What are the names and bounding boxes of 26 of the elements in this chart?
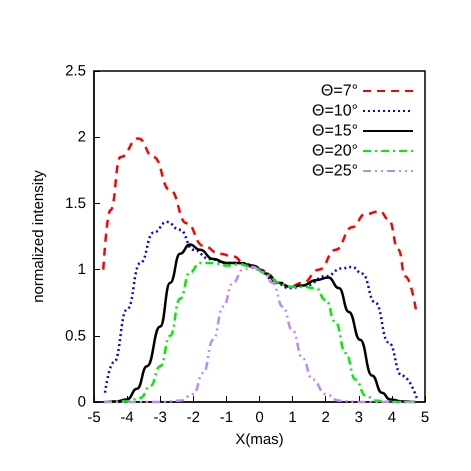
x-tick-label: 2 (322, 409, 330, 426)
y-tick-label: 1 (78, 261, 86, 278)
x-tick-label: -4 (120, 409, 134, 426)
x-tick-label: -1 (220, 409, 234, 426)
x-tick-label: 3 (354, 409, 363, 426)
line-series (102, 137, 418, 312)
x-tick-label: -3 (154, 409, 167, 426)
line-series (104, 220, 418, 400)
x-tick-label: -2 (186, 409, 200, 426)
x-tick-label: 1 (288, 409, 297, 426)
x-tick-label: -5 (87, 409, 101, 426)
x-axis-title: X(mas) (235, 431, 284, 448)
y-tick-label: 0.5 (65, 327, 86, 344)
x-tick-label: 0 (255, 409, 264, 426)
y-tick-label: 2.5 (65, 62, 86, 80)
legend-label: Θ=10° (312, 102, 358, 120)
legend-label: Θ=15° (312, 122, 358, 140)
legend-label: Θ=25° (312, 162, 358, 180)
x-tick-label: 4 (388, 409, 396, 426)
y-tick-label: 1.5 (65, 194, 86, 212)
legend-label: Θ=7° (320, 82, 358, 100)
x-tick-label: 5 (420, 409, 430, 426)
y-axis-title: normalized intensity (30, 170, 47, 303)
y-tick-label: 0 (78, 394, 86, 410)
y-tick-label: 2 (78, 128, 86, 146)
legend-label: Θ=20° (312, 142, 358, 160)
